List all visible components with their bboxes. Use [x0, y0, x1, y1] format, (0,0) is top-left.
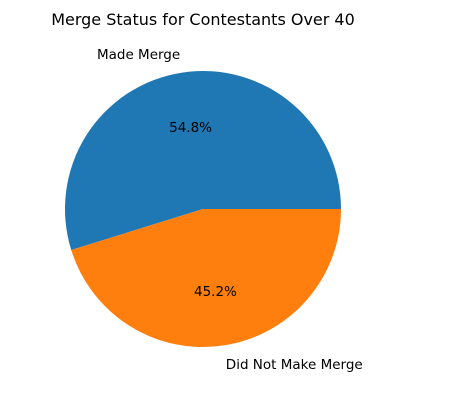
- slice-category-label-0: Made Merge: [97, 47, 180, 63]
- slice-category-label-1: Did Not Make Merge: [226, 357, 363, 373]
- pie-slice-1: [71, 209, 341, 347]
- slice-pct-label-1: 45.2%: [194, 284, 237, 300]
- pie-slice-0: [64, 71, 341, 250]
- pie-slices: [64, 71, 341, 347]
- pie-labels: 54.8% Made Merge 45.2% Did Not Make Merge: [97, 47, 363, 373]
- slice-pct-label-0: 54.8%: [169, 120, 212, 136]
- chart-title: Merge Status for Contestants Over 40: [51, 10, 355, 29]
